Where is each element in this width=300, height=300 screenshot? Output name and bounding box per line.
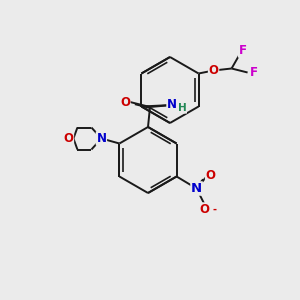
Text: N: N: [191, 182, 202, 195]
Text: O: O: [120, 95, 130, 109]
Text: N: N: [167, 98, 177, 112]
Text: +: +: [204, 176, 211, 184]
Text: O: O: [63, 132, 74, 145]
Text: -: -: [213, 205, 217, 214]
Text: N: N: [96, 132, 106, 145]
Text: F: F: [238, 44, 247, 57]
Text: O: O: [206, 169, 216, 182]
Text: F: F: [250, 66, 258, 79]
Text: O: O: [200, 203, 210, 216]
Text: O: O: [208, 64, 219, 77]
Text: H: H: [178, 103, 186, 113]
